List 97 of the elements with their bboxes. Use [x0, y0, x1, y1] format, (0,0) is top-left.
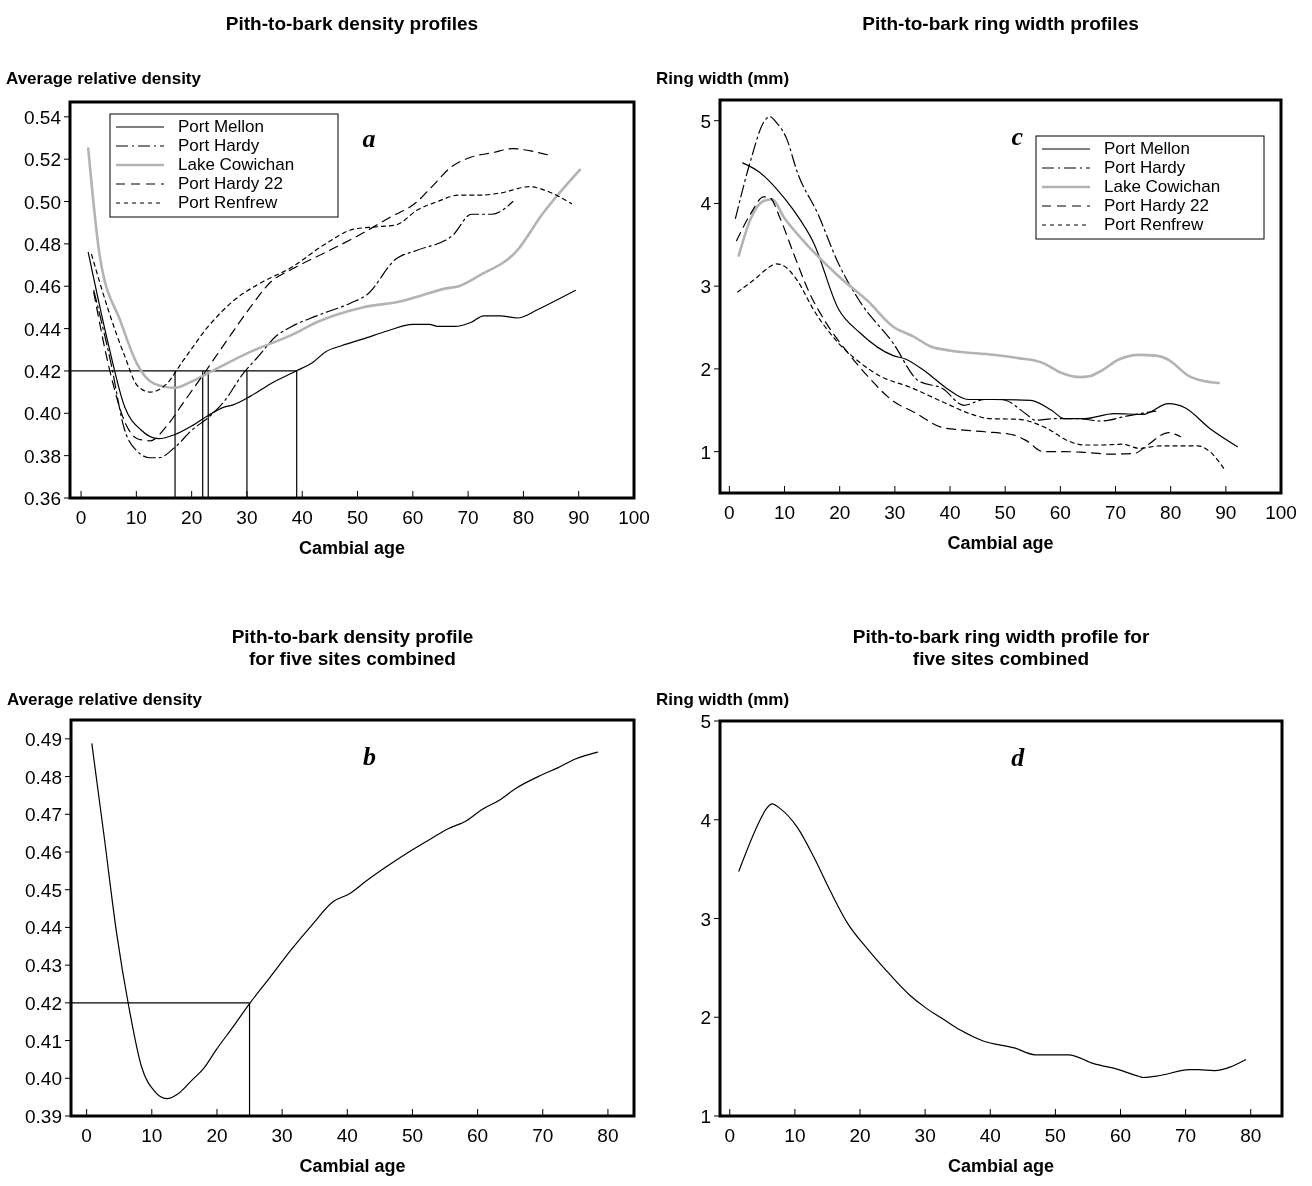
x-tick-label: 50 [994, 502, 1016, 523]
x-tick-label: 90 [568, 507, 590, 528]
y-tick-label: 5 [700, 110, 711, 132]
y-tick-label: 2 [700, 1007, 711, 1029]
x-tick-label: 40 [291, 507, 313, 528]
y-tick-label: 0.36 [24, 488, 61, 509]
chart-title: Pith-to-bark density profiles [225, 13, 479, 34]
x-tick-label: 10 [125, 507, 147, 528]
x-tick-label: 40 [336, 1125, 358, 1146]
y-tick-label: 3 [700, 908, 711, 930]
legend-label: Port Hardy 22 [1104, 196, 1209, 215]
annotation: b [362, 742, 376, 771]
legend-label: Port Mellon [178, 117, 264, 136]
legend-label: Lake Cowichan [178, 155, 295, 174]
legend-label: Port Hardy [1104, 158, 1186, 177]
x-tick-label: 40 [939, 502, 961, 523]
x-tick-label: 20 [849, 1125, 871, 1146]
y-tick-label: 0.40 [25, 1068, 62, 1090]
x-axis-title: Cambial age [947, 1156, 1055, 1176]
x-tick-label: 30 [236, 507, 258, 528]
x-tick-label: 60 [1109, 1125, 1132, 1146]
chart-title: Pith-to-bark density profile for five sites combined [231, 626, 474, 669]
x-axis-title: Cambial age [298, 538, 406, 558]
y-tick-label: 1 [700, 441, 711, 463]
x-tick-label: 10 [784, 1125, 806, 1146]
x-tick-label: 80 [1160, 502, 1182, 523]
x-tick-label: 70 [532, 1125, 554, 1146]
chart-title: Pith-to-bark ring width profile for five sites combined [852, 626, 1150, 669]
y-tick-label: 0.47 [25, 804, 62, 826]
legend-label: Port Hardy [178, 136, 260, 155]
y-tick-label: 0.48 [25, 766, 62, 788]
y-axis-title: Ring width (mm) [656, 690, 790, 709]
y-tick-label: 0.46 [25, 842, 62, 863]
y-tick-label: 0.42 [24, 360, 61, 382]
x-tick-label: 20 [206, 1125, 228, 1146]
y-tick-label: 0.46 [24, 276, 61, 298]
annotation: d [1011, 743, 1026, 772]
x-tick-label: 90 [1215, 502, 1237, 523]
y-tick-label: 2 [700, 358, 711, 380]
y-tick-label: 0.45 [25, 879, 62, 901]
x-tick-label: 50 [346, 507, 369, 528]
y-axis-title: Average relative density [6, 69, 202, 88]
legend-label: Port Mellon [1104, 139, 1190, 158]
y-tick-label: 0.38 [24, 445, 61, 467]
x-tick-label: 80 [1240, 1125, 1262, 1146]
x-tick-label: 60 [1049, 502, 1071, 523]
y-tick-label: 0.48 [24, 233, 61, 255]
x-tick-label: 0 [75, 507, 87, 528]
legend-label: Port Hardy 22 [178, 174, 283, 193]
legend-label: Lake Cowichan [1104, 177, 1221, 196]
x-tick-label: 80 [512, 507, 534, 528]
y-tick-label: 0.43 [25, 955, 62, 977]
x-axis-title: Cambial age [947, 533, 1054, 553]
x-tick-label: 0 [724, 502, 735, 523]
y-tick-label: 0.44 [25, 917, 63, 939]
y-tick-label: 5 [700, 711, 711, 732]
x-tick-label: 0 [724, 1125, 736, 1146]
legend-label: Port Renfrew [1104, 215, 1204, 234]
x-axis-title: Cambial age [299, 1156, 406, 1176]
x-tick-label: 80 [597, 1125, 619, 1146]
x-tick-label: 100 [618, 507, 650, 528]
annotation: c [1011, 122, 1024, 151]
x-tick-label: 10 [773, 502, 796, 523]
y-axis-title: Average relative density [7, 690, 203, 709]
x-tick-label: 30 [884, 502, 906, 523]
y-tick-label: 0.49 [25, 728, 62, 750]
y-tick-label: 0.44 [24, 318, 62, 340]
x-tick-label: 100 [1265, 502, 1297, 523]
x-tick-label: 60 [402, 507, 424, 528]
x-tick-label: 20 [829, 502, 851, 523]
x-tick-label: 30 [914, 1125, 936, 1146]
y-tick-label: 0.39 [25, 1106, 62, 1127]
y-tick-label: 4 [700, 193, 712, 215]
y-tick-label: 0.40 [24, 403, 61, 425]
y-tick-label: 0.41 [25, 1030, 62, 1052]
legend-label: Port Renfrew [178, 193, 278, 212]
y-tick-label: 3 [700, 276, 711, 298]
x-tick-label: 40 [979, 1125, 1001, 1146]
x-tick-label: 0 [81, 1125, 92, 1146]
x-tick-label: 50 [401, 1125, 424, 1146]
x-tick-label: 20 [181, 507, 203, 528]
x-tick-label: 70 [1175, 1125, 1197, 1146]
chart-title: Pith-to-bark ring width profiles [862, 13, 1139, 34]
y-tick-label: 0.42 [25, 992, 62, 1014]
y-tick-label: 0.54 [24, 106, 62, 128]
y-tick-label: 0.52 [24, 149, 61, 171]
x-tick-label: 50 [1044, 1125, 1066, 1146]
y-tick-label: 0.50 [24, 191, 61, 213]
x-tick-label: 10 [141, 1125, 163, 1146]
y-tick-label: 4 [700, 809, 712, 831]
x-tick-label: 70 [1104, 502, 1127, 523]
x-tick-label: 60 [467, 1125, 489, 1146]
annotation: a [362, 124, 376, 153]
x-tick-label: 70 [457, 507, 479, 528]
y-axis-title: Ring width (mm) [656, 69, 790, 88]
x-tick-label: 30 [271, 1125, 293, 1146]
y-tick-label: 1 [700, 1106, 711, 1127]
